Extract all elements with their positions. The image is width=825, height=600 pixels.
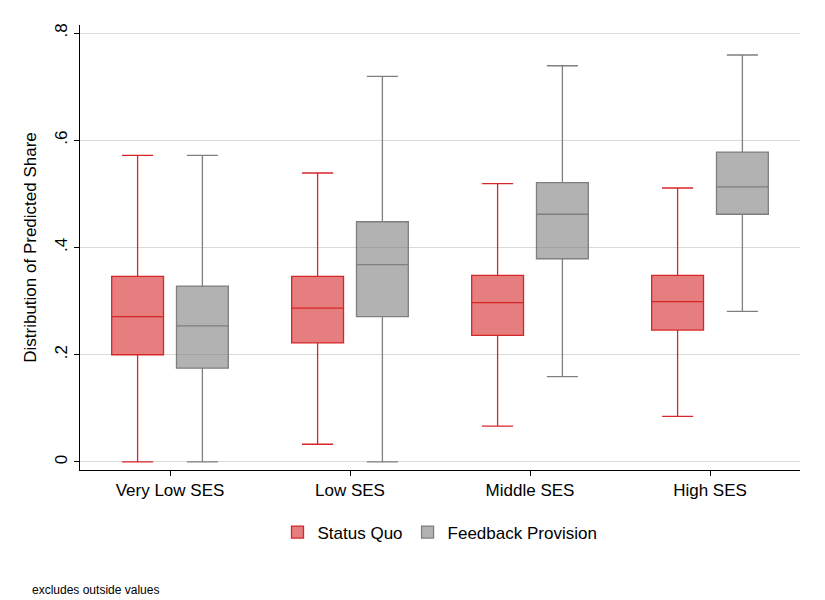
- svg-text:Status Quo: Status Quo: [318, 524, 403, 543]
- svg-text:.4: .4: [52, 238, 71, 252]
- svg-text:.6: .6: [52, 131, 71, 145]
- svg-text:Middle SES: Middle SES: [486, 481, 575, 500]
- svg-text:High SES: High SES: [673, 481, 747, 500]
- svg-text:.8: .8: [52, 23, 71, 37]
- svg-text:Feedback Provision: Feedback Provision: [448, 524, 597, 543]
- svg-text:.2: .2: [52, 345, 71, 359]
- svg-text:0: 0: [52, 455, 71, 464]
- svg-text:excludes outside values: excludes outside values: [32, 583, 159, 597]
- svg-text:Distribution of Predicted Shar: Distribution of Predicted Share: [21, 132, 40, 363]
- svg-text:Very Low SES: Very Low SES: [116, 481, 225, 500]
- svg-text:Low SES: Low SES: [315, 481, 385, 500]
